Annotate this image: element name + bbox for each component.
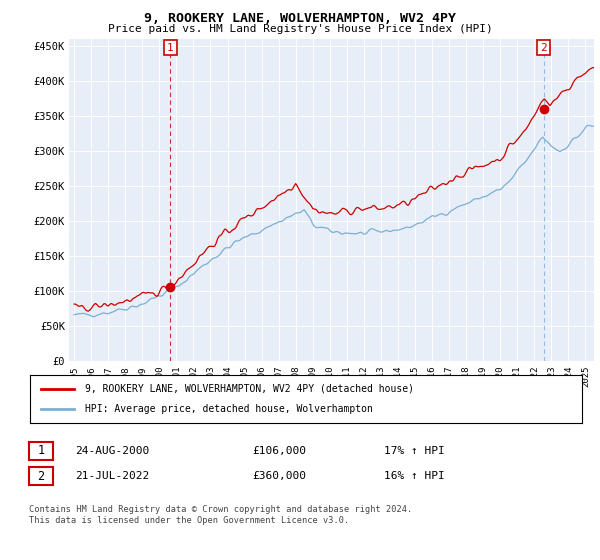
Text: Price paid vs. HM Land Registry's House Price Index (HPI): Price paid vs. HM Land Registry's House …: [107, 24, 493, 34]
Text: 17% ↑ HPI: 17% ↑ HPI: [384, 446, 445, 456]
Text: 2: 2: [540, 43, 547, 53]
Text: £106,000: £106,000: [252, 446, 306, 456]
Text: 1: 1: [37, 444, 44, 458]
Text: 24-AUG-2000: 24-AUG-2000: [75, 446, 149, 456]
Text: 9, ROOKERY LANE, WOLVERHAMPTON, WV2 4PY (detached house): 9, ROOKERY LANE, WOLVERHAMPTON, WV2 4PY …: [85, 384, 414, 394]
Text: 2: 2: [37, 469, 44, 483]
Text: 16% ↑ HPI: 16% ↑ HPI: [384, 471, 445, 481]
Text: HPI: Average price, detached house, Wolverhampton: HPI: Average price, detached house, Wolv…: [85, 404, 373, 414]
Text: Contains HM Land Registry data © Crown copyright and database right 2024.
This d: Contains HM Land Registry data © Crown c…: [29, 505, 412, 525]
Text: 21-JUL-2022: 21-JUL-2022: [75, 471, 149, 481]
Text: 1: 1: [167, 43, 174, 53]
Text: £360,000: £360,000: [252, 471, 306, 481]
Text: 9, ROOKERY LANE, WOLVERHAMPTON, WV2 4PY: 9, ROOKERY LANE, WOLVERHAMPTON, WV2 4PY: [144, 12, 456, 25]
